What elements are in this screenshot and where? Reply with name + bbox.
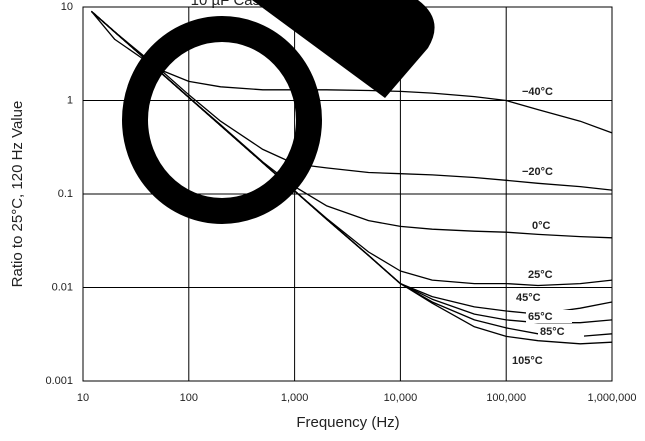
y-tick-label: 10 bbox=[61, 1, 73, 13]
y-axis-label: Ratio to 25°C, 120 Hz Value bbox=[9, 101, 26, 288]
series-label-bg bbox=[526, 268, 572, 281]
series-label-bg bbox=[526, 310, 572, 323]
series-label: 105°C bbox=[512, 355, 543, 367]
y-tick-label: 0.1 bbox=[58, 188, 73, 200]
series-label: 0°C bbox=[532, 220, 551, 232]
overlay bbox=[122, 0, 435, 224]
heart-overlay bbox=[252, 0, 435, 98]
series-label: 45°C bbox=[516, 292, 541, 304]
y-tick-label: 0.001 bbox=[45, 375, 73, 387]
x-axis-label: Frequency (Hz) bbox=[296, 414, 399, 431]
x-tick-label: 1,000,000 bbox=[588, 392, 637, 404]
plot-area: 10 100 1,000 10,000 100,000 1,000,000 0.001 0.0… bbox=[45, 1, 636, 404]
series-label-bg bbox=[520, 85, 566, 98]
series-label: 85°C bbox=[540, 326, 565, 338]
series-label: −20°C bbox=[522, 166, 553, 178]
ring-overlay bbox=[122, 16, 322, 224]
series-label: 25°C bbox=[528, 269, 553, 281]
series-line bbox=[90, 10, 613, 191]
series-line bbox=[90, 10, 613, 345]
series-line bbox=[90, 10, 613, 134]
y-tick-label: 0.01 bbox=[52, 281, 73, 293]
x-tick-label: 100,000 bbox=[486, 392, 526, 404]
y-tick-label: 1 bbox=[67, 94, 73, 106]
series-label: 65°C bbox=[528, 311, 553, 323]
x-tick-label: 10 bbox=[77, 392, 89, 404]
series-label-bg bbox=[510, 354, 556, 367]
series-label-bg bbox=[520, 165, 566, 178]
x-tick-label: 1,000 bbox=[281, 392, 309, 404]
series-label: −40°C bbox=[522, 86, 553, 98]
series-label-bg bbox=[514, 291, 560, 304]
series-label-bg bbox=[538, 325, 584, 338]
x-tick-label: 100 bbox=[180, 392, 198, 404]
series-label-bg bbox=[530, 219, 576, 232]
x-tick-label: 10,000 bbox=[384, 392, 418, 404]
